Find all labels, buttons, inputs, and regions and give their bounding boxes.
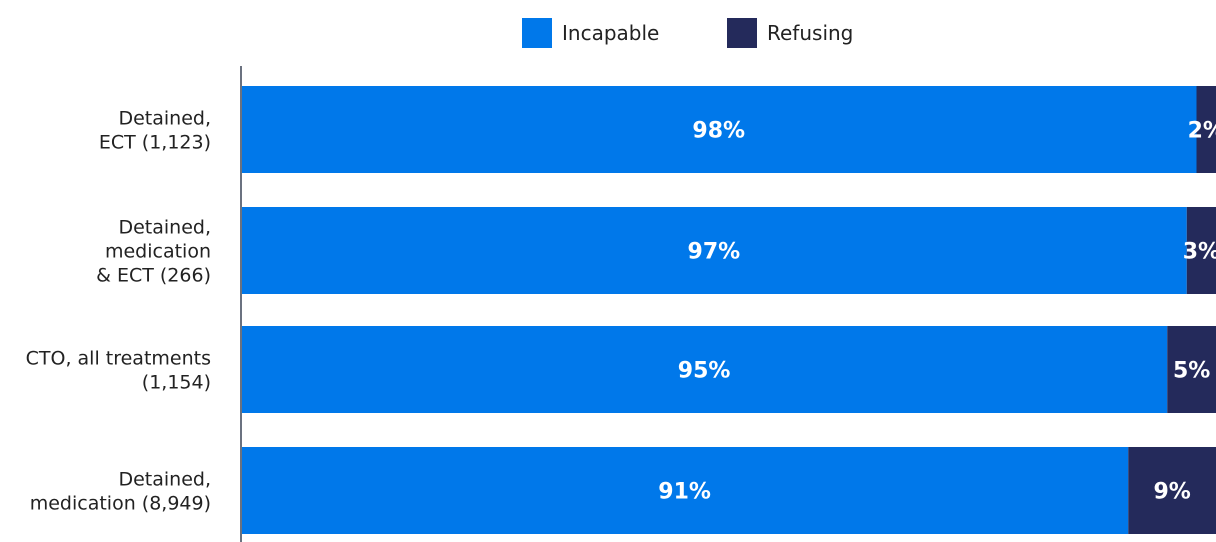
category-label-1: Detained, ECT (1,123) bbox=[99, 108, 211, 154]
category-label-4: Detained, medication (8,949) bbox=[30, 469, 211, 515]
data-label-refusing-1: 2% bbox=[1188, 119, 1216, 144]
category-label-3: CTO, all treatments (1,154) bbox=[26, 348, 211, 394]
category-label-2: Detained, medication & ECT (266) bbox=[96, 217, 211, 287]
data-label-incapable-3: 95% bbox=[678, 359, 731, 384]
data-label-incapable-1: 98% bbox=[692, 119, 745, 144]
data-label-incapable-4: 91% bbox=[658, 480, 711, 505]
data-label-refusing-4: 9% bbox=[1153, 480, 1190, 505]
data-label-incapable-2: 97% bbox=[688, 240, 741, 265]
data-label-refusing-3: 5% bbox=[1173, 359, 1210, 384]
data-label-refusing-2: 3% bbox=[1183, 240, 1216, 265]
